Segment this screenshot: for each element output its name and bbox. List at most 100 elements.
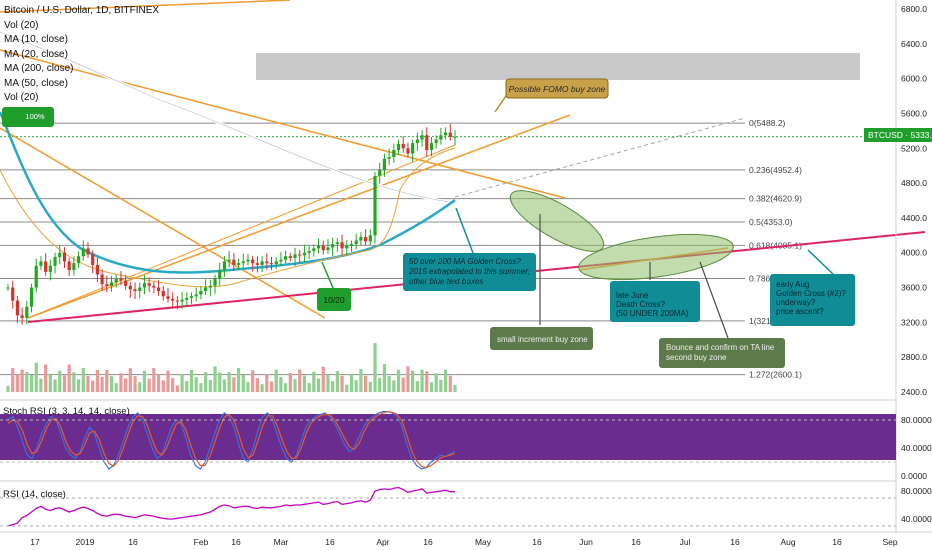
candle-body bbox=[124, 280, 128, 286]
zone-ellipse-1[interactable] bbox=[503, 180, 612, 262]
descending-trendline-2[interactable] bbox=[0, 127, 326, 319]
early-aug-note-line: price ascent? bbox=[776, 307, 824, 316]
volume-bar bbox=[392, 380, 396, 392]
price-tick-label: 5600.0 bbox=[901, 108, 927, 118]
projection-line[interactable] bbox=[454, 117, 746, 198]
candle-body bbox=[25, 306, 29, 319]
candle-body bbox=[204, 287, 208, 292]
candle-body bbox=[213, 278, 217, 286]
price-tick-label: 4000.0 bbox=[901, 248, 927, 258]
volume-bar bbox=[147, 378, 151, 392]
candle-body bbox=[11, 287, 15, 301]
volume-bar bbox=[142, 370, 147, 392]
ma200-line bbox=[0, 30, 456, 205]
symbol-line[interactable]: Bitcoin / U.S. Dollar, 1D, BITFINEX bbox=[4, 5, 160, 16]
death-cross-note-text: late June Death Cross? (50 UNDER 200MA) bbox=[616, 291, 689, 318]
price-axis[interactable]: 2400.0 2800.0 3200.0 3600.0 4000.0 4400.0 4800… bbox=[901, 4, 927, 397]
volume-bar bbox=[189, 370, 194, 392]
early-aug-note-line: early Aug bbox=[776, 280, 809, 289]
volume-bar bbox=[100, 377, 104, 392]
candle-body bbox=[208, 285, 212, 288]
date-badge-box[interactable] bbox=[317, 288, 351, 311]
legend-ma200[interactable]: MA (200, close) bbox=[4, 63, 74, 74]
time-tick-label: 16 bbox=[532, 537, 542, 547]
candle-body bbox=[109, 282, 114, 286]
golden-cross-note-text: 50 over 200 MA Golden Cross? 2015 extrap… bbox=[408, 257, 532, 286]
volume-bar bbox=[429, 382, 434, 392]
candle-body bbox=[39, 261, 43, 266]
volume-bar bbox=[364, 375, 368, 392]
last-price-label-text: BTCUSD · 5333.0 bbox=[868, 130, 932, 140]
candle-body bbox=[189, 296, 194, 298]
bounce-note-box[interactable] bbox=[659, 338, 785, 368]
stoch-series-k bbox=[7, 411, 456, 470]
candle-body bbox=[425, 135, 429, 151]
fib-level-label: 1.272(2600.1) bbox=[749, 370, 802, 380]
candle-body bbox=[293, 254, 297, 258]
volume-bar bbox=[312, 371, 316, 392]
death-cross-note-box[interactable] bbox=[610, 281, 700, 322]
candle-body bbox=[114, 278, 118, 283]
candle-body bbox=[288, 256, 292, 258]
candle-body bbox=[439, 135, 443, 140]
pointer-golden-cross bbox=[455, 207, 474, 254]
legend-ma50[interactable]: MA (50, close) bbox=[4, 77, 68, 89]
legend-ma10[interactable]: MA (10, close) bbox=[4, 34, 68, 45]
legend-vol[interactable]: Vol (20) bbox=[4, 19, 39, 31]
time-tick-label: Feb bbox=[194, 537, 209, 547]
zone-ellipse-2[interactable] bbox=[576, 226, 736, 287]
ma200-outline bbox=[0, 31, 456, 204]
volume-bar bbox=[119, 373, 123, 392]
candle-body bbox=[251, 259, 255, 264]
resistance-zone-rect bbox=[256, 53, 860, 80]
stoch-series-d bbox=[7, 410, 456, 469]
volume-bar bbox=[199, 383, 203, 392]
volume-bar bbox=[439, 379, 443, 392]
candle-body bbox=[152, 285, 156, 288]
descending-trendline[interactable] bbox=[0, 49, 566, 199]
volume-bar bbox=[387, 376, 391, 392]
golden-cross-note-box[interactable] bbox=[403, 253, 536, 291]
time-tick-label: Mar bbox=[274, 537, 289, 547]
candle-body bbox=[321, 245, 325, 251]
top-trendline[interactable] bbox=[0, 0, 291, 13]
candle-body bbox=[335, 242, 339, 245]
time-axis[interactable]: 17 2019 16 Feb 16 Mar 16 Apr 16 May 16 Jun 16 Jul 16 Au… bbox=[30, 537, 898, 547]
small-buy-note-box[interactable] bbox=[490, 327, 593, 350]
candle-body bbox=[443, 132, 448, 136]
candle-body bbox=[15, 300, 20, 316]
price-tick-label: 2800.0 bbox=[901, 352, 927, 362]
ascending-trendline-2[interactable] bbox=[27, 144, 456, 319]
percent-badge-box[interactable] bbox=[2, 107, 54, 127]
legend-vol-2[interactable]: Vol (20) bbox=[4, 92, 39, 103]
candle-body bbox=[147, 283, 151, 286]
stoch-axis[interactable]: 0.0000 40.0000 80.0000 bbox=[0, 415, 932, 481]
candle-body bbox=[298, 254, 302, 256]
volume-bar bbox=[114, 383, 118, 392]
legend-ma20[interactable]: MA (20, close) bbox=[4, 48, 68, 60]
fomo-note-box[interactable] bbox=[505, 78, 609, 99]
volume-bar bbox=[425, 371, 429, 392]
candle-body bbox=[241, 261, 245, 264]
volume-bar bbox=[25, 372, 29, 392]
candle-body bbox=[246, 259, 250, 262]
candle-body bbox=[199, 291, 203, 295]
candle-body bbox=[175, 300, 179, 302]
stoch-title: Stoch RSI (3, 3, 14, 14, close) bbox=[3, 406, 130, 417]
volume-bar bbox=[81, 367, 85, 392]
candle-body bbox=[274, 261, 278, 265]
volume-bar bbox=[48, 373, 52, 392]
early-aug-note-box[interactable] bbox=[770, 274, 855, 326]
candle-body bbox=[222, 261, 227, 271]
volume-bar bbox=[321, 366, 325, 392]
candle-body bbox=[95, 264, 99, 275]
volume-bar bbox=[359, 369, 363, 392]
ascending-trendline[interactable] bbox=[27, 114, 571, 319]
candle-body bbox=[316, 245, 321, 249]
volume-bar bbox=[236, 368, 241, 392]
volume-bars bbox=[6, 343, 457, 392]
candle-body bbox=[34, 265, 38, 288]
rsi-axis[interactable]: 40.0000 80.0000 bbox=[0, 486, 932, 527]
